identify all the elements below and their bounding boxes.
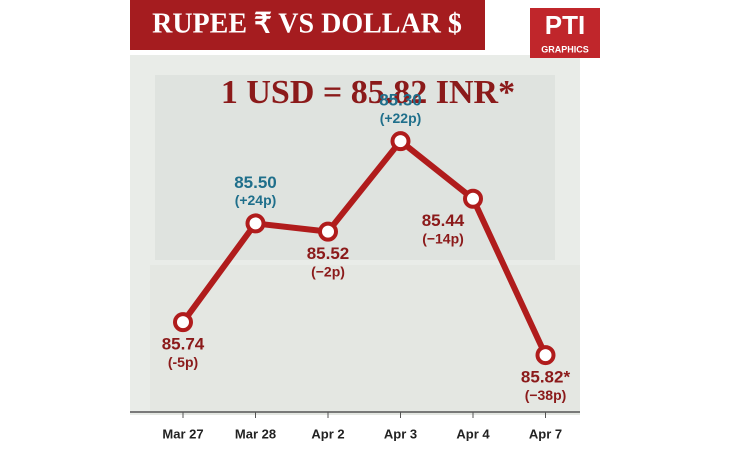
logo-subtitle: GRAPHICS [541, 44, 589, 54]
value-label: 85.44 [422, 211, 465, 230]
chart-title: RUPEE ₹ VS DOLLAR $ [152, 8, 462, 39]
value-label: 85.74 [162, 335, 205, 354]
point [390, 131, 411, 152]
x-tick-label: Apr 7 [529, 426, 562, 441]
x-tick-label: Mar 28 [235, 426, 276, 441]
dollar-note [150, 265, 580, 415]
logo: PTI [545, 10, 585, 40]
change-label: (+24p) [235, 192, 277, 208]
change-label: (+22p) [380, 110, 422, 126]
value-label: 85.82* [521, 368, 571, 387]
x-tick-label: Apr 2 [311, 426, 344, 441]
title-bar [130, 0, 485, 50]
point [535, 345, 556, 366]
headline: 1 USD = 85.82 INR* [221, 74, 515, 111]
x-tick-label: Apr 3 [384, 426, 417, 441]
x-tick-label: Mar 27 [162, 426, 203, 441]
point [173, 312, 193, 333]
value-label: 85.30 [379, 91, 422, 110]
change-label: (−2p) [311, 263, 345, 279]
value-label: 85.50 [234, 173, 277, 192]
change-label: (−38p) [525, 387, 567, 403]
point [318, 221, 338, 242]
point [245, 213, 266, 234]
change-label: (−14p) [422, 230, 464, 246]
x-tick-label: Apr 4 [456, 426, 490, 441]
logo-box [530, 8, 600, 58]
line [180, 138, 549, 357]
value-label: 85.52 [307, 244, 350, 263]
change-label: (-5p) [168, 354, 198, 370]
point [463, 188, 483, 209]
